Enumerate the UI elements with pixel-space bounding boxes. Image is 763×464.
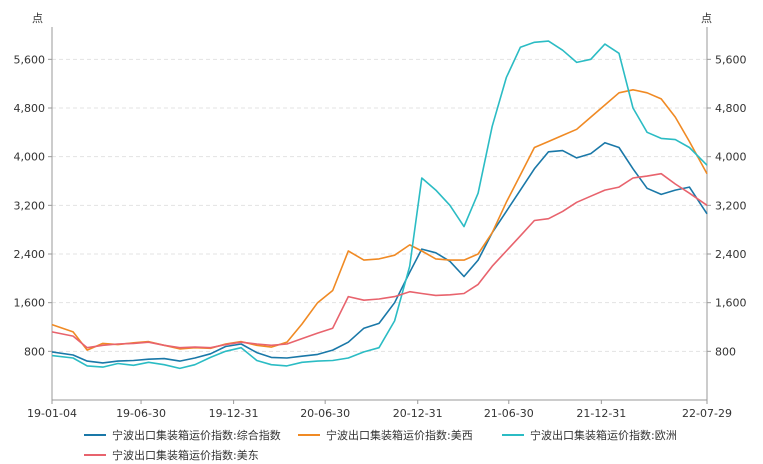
y-axis-unit-left: 点 [32,12,43,25]
x-tick-label: 21-06-30 [484,407,534,420]
y-tick-label-left: 5,600 [14,53,46,66]
legend-swatch-us-east [84,454,106,456]
x-tick-label: 19-06-30 [116,407,166,420]
y-tick-label-left: 4,800 [14,102,46,115]
y-tick-label-left: 4,000 [14,151,46,164]
legend-label-europe: 宁波出口集装箱运价指数:欧洲 [530,429,677,442]
legend-label-composite: 宁波出口集装箱运价指数:综合指数 [112,429,281,442]
legend-label-us-east: 宁波出口集装箱运价指数:美东 [112,449,259,462]
legend-label-us-west: 宁波出口集装箱运价指数:美西 [326,429,473,442]
series-line-3 [51,172,708,349]
y-tick-label-right: 1,600 [715,297,747,310]
y-tick-label-left: 3,200 [14,199,46,212]
legend-swatch-us-west [298,434,320,436]
y-tick-label-left: 1,600 [14,297,46,310]
y-axis-unit-right: 点 [701,12,712,25]
series-line-1 [51,89,708,351]
x-tick-label: 20-12-31 [393,407,443,420]
y-tick-label-right: 3,200 [715,199,747,212]
y-tick-label-right: 4,800 [715,102,747,115]
x-tick-label: 22-07-29 [682,407,732,420]
y-tick-label-right: 4,000 [715,151,747,164]
series-lines [51,40,708,370]
series-line-2 [51,40,708,370]
x-tick-label: 19-12-31 [209,407,259,420]
y-tick-label-left: 800 [24,345,45,358]
x-tick-label: 20-06-30 [300,407,350,420]
grid-lines [52,58,707,352]
x-tick-label: 19-01-04 [27,407,77,420]
y-tick-label-right: 5,600 [715,53,747,66]
legend-swatch-composite [84,434,106,436]
legend-swatch-europe [502,434,524,436]
y-tick-label-right: 2,400 [715,248,747,261]
legend-item-europe[interactable]: 宁波出口集装箱运价指数:欧洲 [502,427,677,443]
legend-item-us-west[interactable]: 宁波出口集装箱运价指数:美西 [298,427,473,443]
y-tick-label-left: 2,400 [14,248,46,261]
series-line-0 [51,141,708,364]
y-tick-label-right: 800 [715,345,736,358]
legend-item-composite[interactable]: 宁波出口集装箱运价指数:综合指数 [84,427,281,443]
x-tick-label: 21-12-31 [576,407,626,420]
legend-item-us-east[interactable]: 宁波出口集装箱运价指数:美东 [84,447,259,463]
